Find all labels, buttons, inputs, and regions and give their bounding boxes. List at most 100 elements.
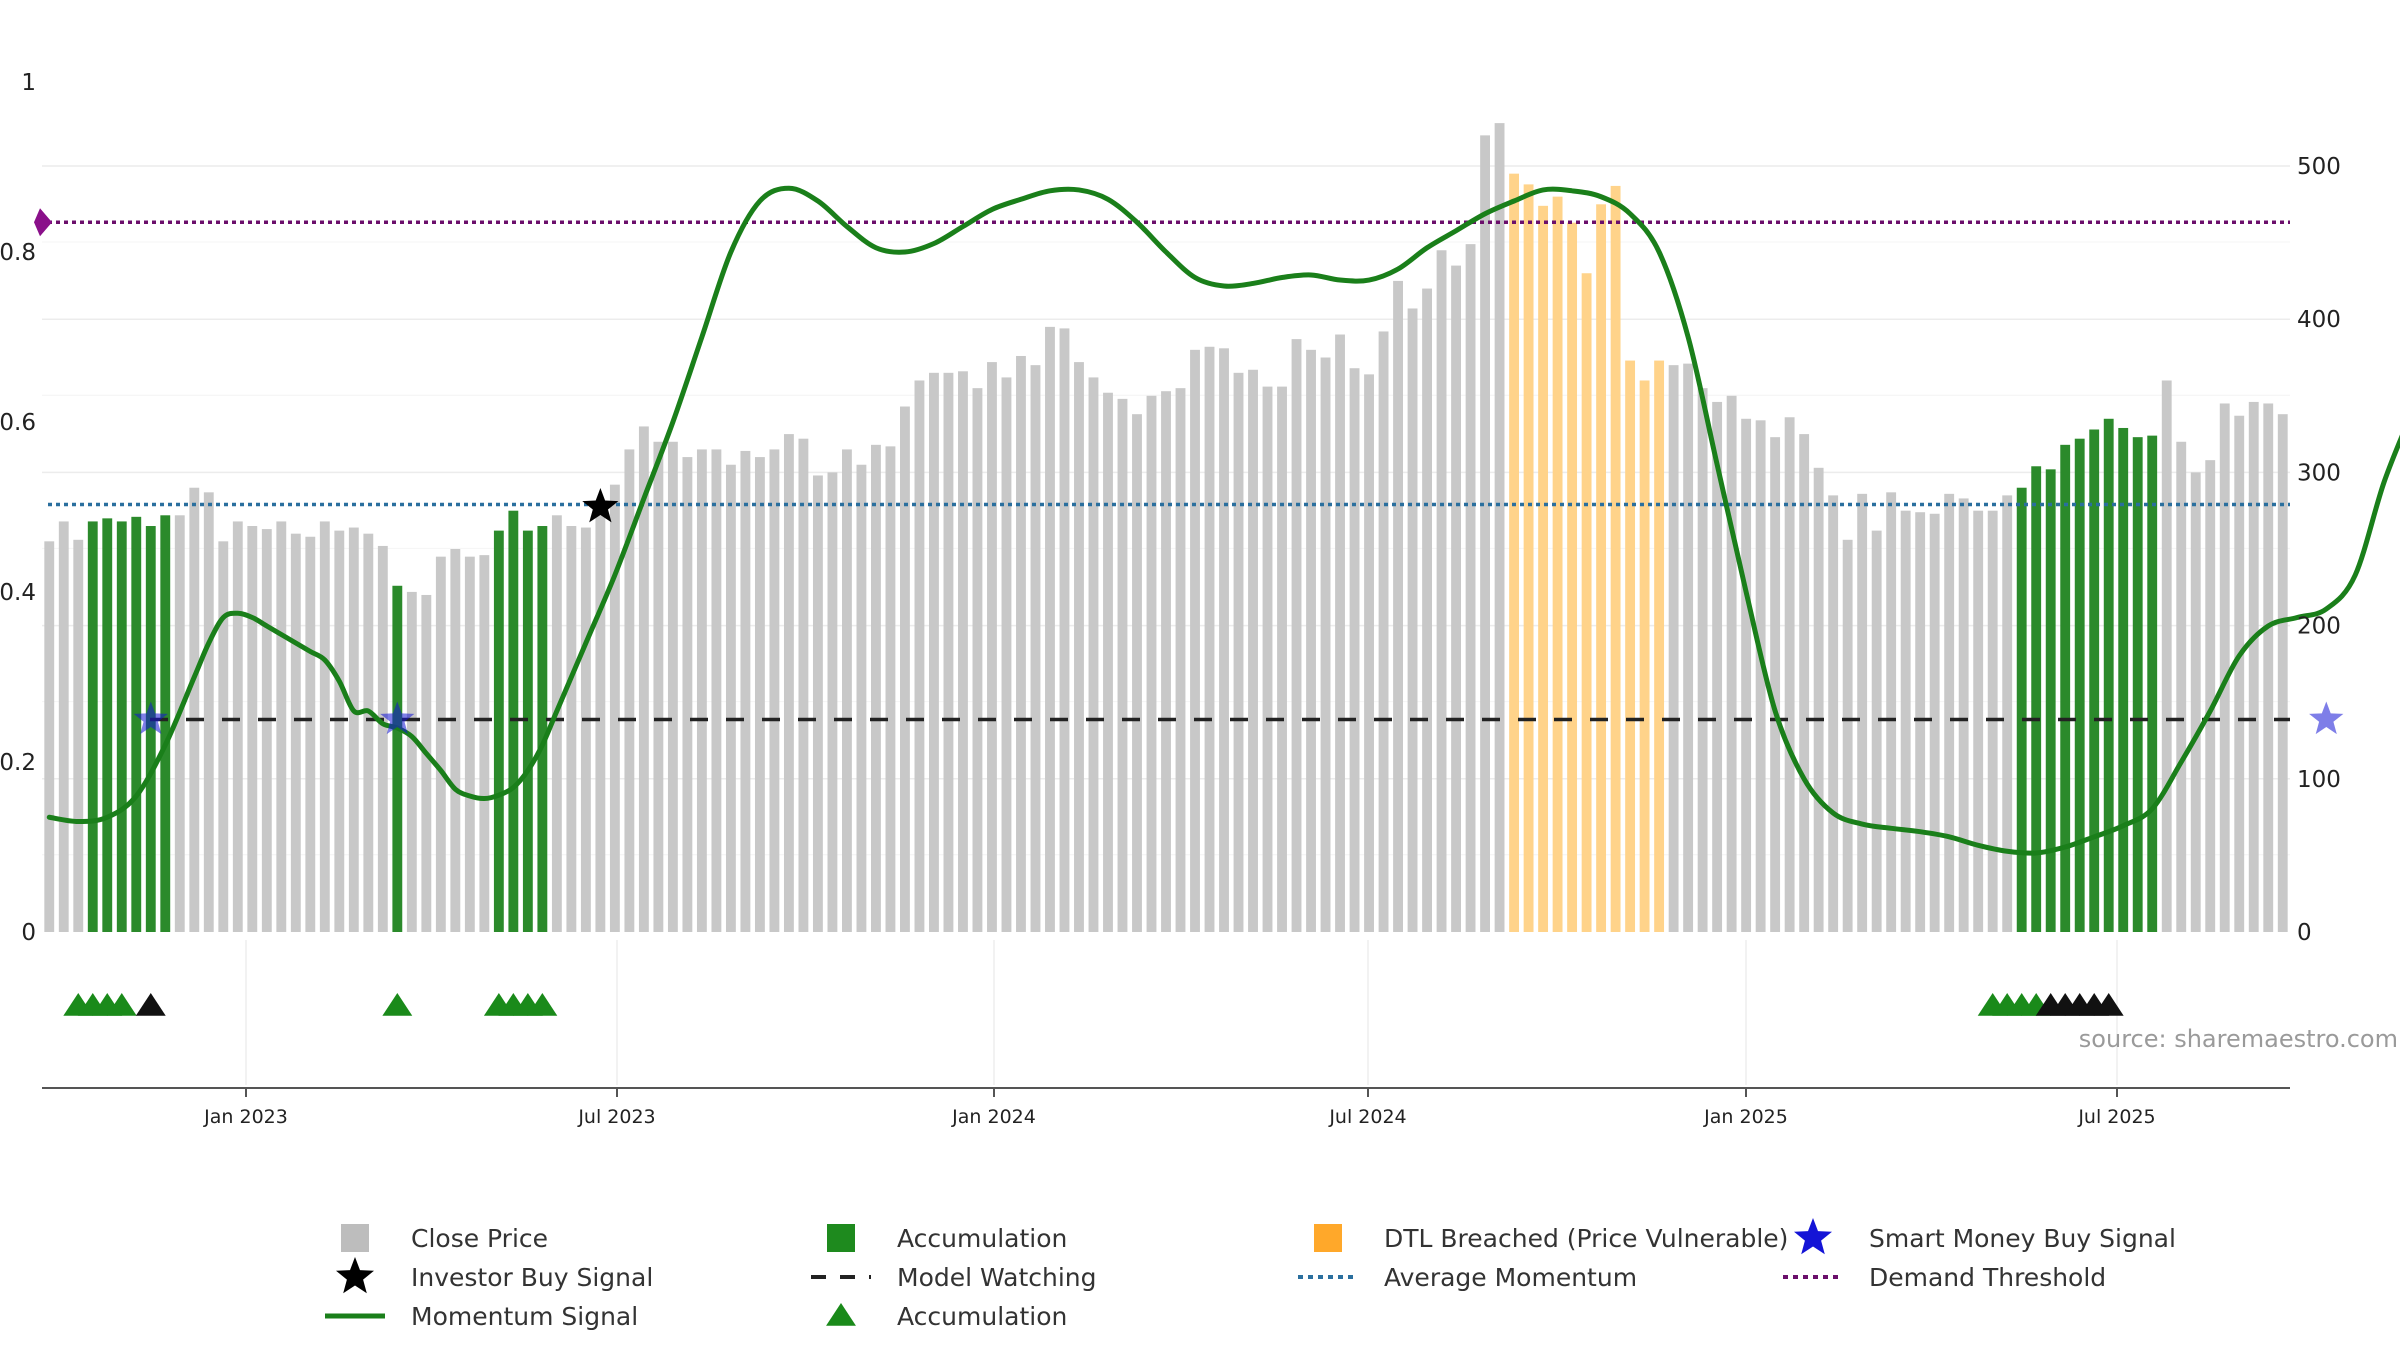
left-tick-label: 0.6 [0,410,36,436]
close-price-bar [2161,380,2172,933]
close-price-bar [1349,368,1360,932]
close-price-bar [595,515,606,932]
close-price-bar [1088,377,1099,932]
close-price-bar [1494,123,1505,932]
close-price-bar [1059,328,1070,933]
close-price-bar [1074,362,1084,932]
accumulation-bar [2089,429,2100,932]
accumulation-bar [493,530,504,932]
smart-money-buy-signal [133,701,168,735]
dtl-breached-bar [1538,205,1549,932]
close-price-bar [1291,339,1302,933]
close-price-bar [841,449,852,932]
investor-buy-signal [582,488,619,523]
close-price-bar [696,449,707,932]
close-price-bar [1248,369,1258,933]
close-price-bar [725,464,736,932]
accumulation-bar [116,521,127,932]
close-price-bar [972,388,983,932]
close-price-bar [1842,539,1853,932]
accumulation-bar [2132,437,2143,932]
x-tick-label: Jan 2023 [203,1106,288,1128]
accumulation-bar [2074,438,2085,932]
right-tick-label: 200 [2297,614,2341,640]
legend-label: Demand Threshold [1869,1263,2106,1292]
close-price-bar [609,484,620,932]
dtl-breached-bar [1552,196,1563,932]
axes: Jan 2023 Jul 2023 Jan 2024 Jul 2024 Jan 2025… [0,70,2341,1128]
close-price-bar [1987,510,1998,932]
close-price-bar [1784,417,1795,932]
legend-swatch [1794,1218,1832,1255]
close-price-bar [1770,437,1781,932]
model-marker [2093,993,2124,1016]
close-price-bar [1480,135,1491,933]
close-price-bar [1204,346,1215,932]
close-price-bar [827,472,838,932]
dtl-breached-bar [1596,204,1607,933]
close-price-bar [580,527,591,932]
accumulation-bar [537,526,548,932]
close-price-bar [856,464,867,932]
close-price-bar [1219,348,1229,933]
accumulation-bar [102,518,113,932]
left-tick-label: 0.2 [0,750,36,776]
smart-money-buy-signal [380,701,415,735]
close-price-bar [1915,512,1926,932]
left-tick-label: 0.4 [0,580,36,606]
accumulation-bar [2045,469,2056,932]
close-price-bar [247,526,258,932]
legend-item: Momentum Signal [325,1302,638,1331]
model-marker [135,993,166,1016]
close-price-bar [1378,331,1389,932]
accumulation-bar [2147,435,2158,932]
close-price-bar [1146,395,1157,932]
close-price-bar [319,521,330,932]
close-price-bar [348,527,359,932]
legend-swatch [341,1224,369,1252]
close-price-bar [1451,265,1461,933]
close-price-bar [58,521,69,932]
accumulation-bar [508,510,519,932]
close-price-bar [1393,280,1403,932]
legend-item: Demand Threshold [1783,1263,2106,1292]
legend-label: Accumulation [897,1302,1067,1331]
right-tick-label: 300 [2297,460,2341,486]
x-tick-label: Jul 2025 [2077,1106,2155,1128]
close-price-bar [1103,392,1113,933]
accumulation-bar [2103,418,2114,932]
close-price-bar [1973,510,1984,932]
legend-label: DTL Breached (Price Vulnerable) [1384,1224,1788,1253]
close-price-bar [1726,395,1737,932]
close-price-bar [1422,288,1432,932]
close-price-bar [1668,365,1679,932]
price-bars [44,123,2288,933]
legend-label: Close Price [411,1224,548,1253]
dtl-breached-bar [1581,273,1592,932]
close-price-bar [1813,467,1824,932]
close-price-bar [1755,420,1766,932]
close-price-bar [276,521,287,932]
close-price-bar [1886,492,1897,932]
left-tick-label: 0.8 [0,240,36,266]
accumulation-marker [382,993,413,1016]
close-price-bar [1364,374,1374,932]
close-price-bar [1828,495,1839,932]
legend-swatch [826,1303,856,1326]
close-price-bar [885,446,896,932]
close-price-bar [2190,472,2201,932]
source-label: source: sharemaestro.com [2079,1025,2398,1053]
smart-money-buy-signal [2309,701,2344,735]
momentum-signal-line [46,185,2400,856]
legend-item: Investor Buy Signal [336,1257,653,1294]
legend: Close Price Accumulation DTL Breached (Pri… [325,1218,2176,1331]
close-price-bar [943,372,954,932]
close-price-bar [871,444,881,932]
legend-label: Average Momentum [1384,1263,1637,1292]
close-price-bar [769,449,780,932]
close-price-bar [987,362,997,932]
close-price-bar [740,450,751,932]
x-tick-label: Jul 2023 [577,1106,655,1128]
dtl-breached-bar [1654,360,1665,933]
